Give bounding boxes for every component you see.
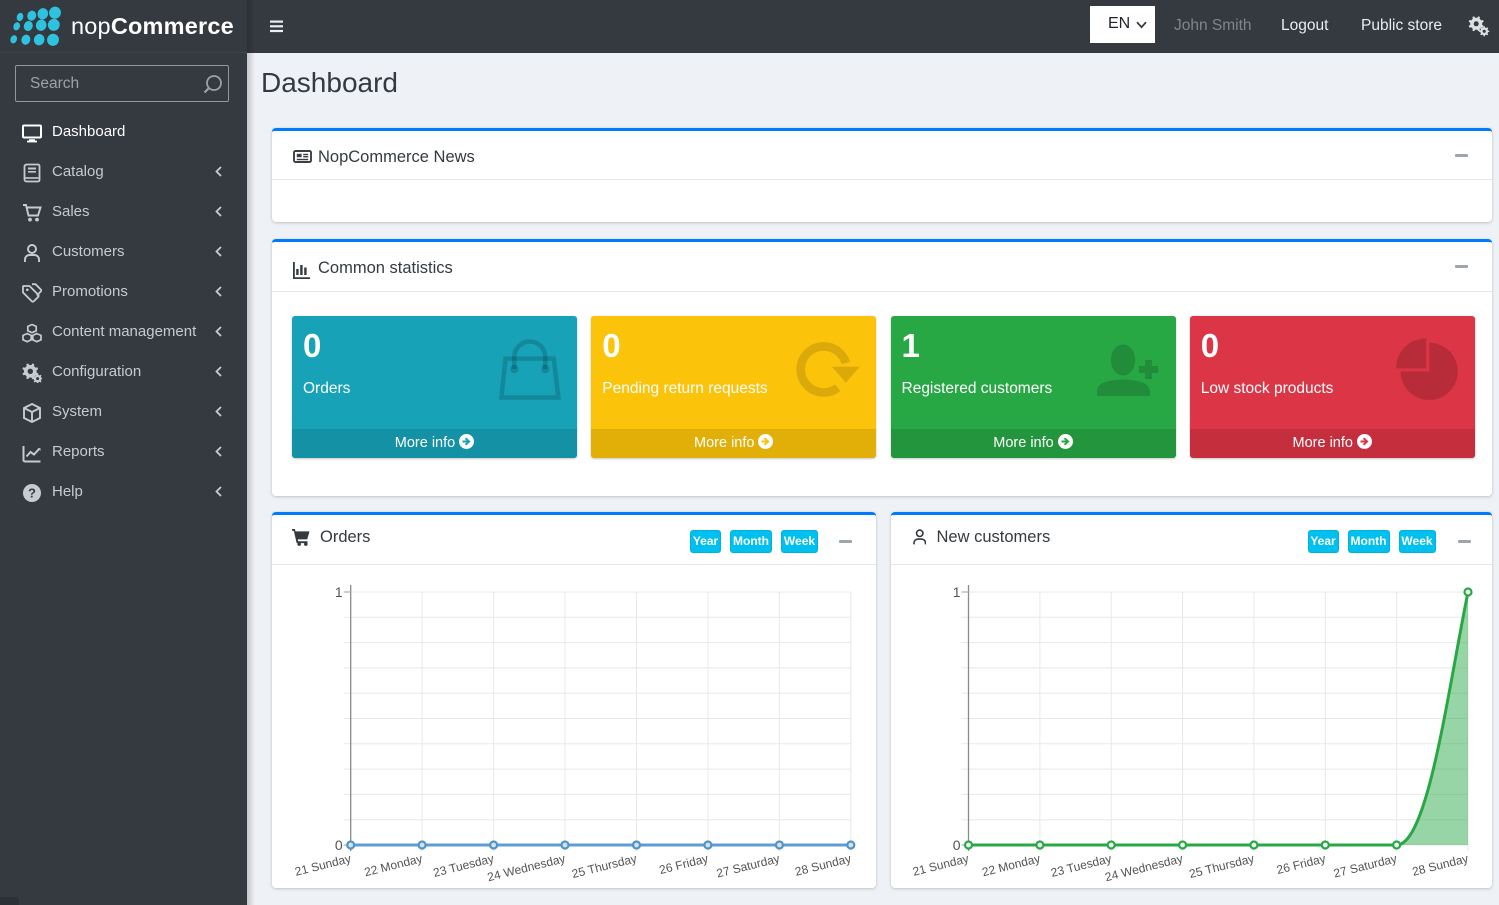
svg-text:27 Saturday: 27 Saturday: [1332, 851, 1398, 880]
svg-text:28 Sunday: 28 Sunday: [1410, 851, 1469, 878]
svg-text:24 Wednesday: 24 Wednesday: [1103, 851, 1184, 884]
svg-text:25 Thursday: 25 Thursday: [570, 851, 638, 881]
svg-text:1: 1: [952, 584, 960, 600]
svg-text:21 Sunday: 21 Sunday: [293, 851, 352, 878]
svg-text:24 Wednesday: 24 Wednesday: [486, 851, 567, 884]
svg-text:25 Thursday: 25 Thursday: [1187, 851, 1255, 881]
svg-text:1: 1: [335, 584, 343, 600]
svg-text:?: ?: [28, 486, 36, 501]
svg-text:0: 0: [952, 837, 960, 853]
svg-text:26 Friday: 26 Friday: [658, 851, 710, 877]
svg-text:26 Friday: 26 Friday: [1275, 851, 1327, 877]
svg-text:22 Monday: 22 Monday: [980, 851, 1041, 879]
svg-text:27 Saturday: 27 Saturday: [715, 851, 781, 880]
svg-text:0: 0: [335, 837, 343, 853]
svg-text:23 Tuesday: 23 Tuesday: [1049, 851, 1113, 880]
svg-text:28 Sunday: 28 Sunday: [793, 851, 852, 878]
svg-text:23 Tuesday: 23 Tuesday: [432, 851, 496, 880]
svg-text:21 Sunday: 21 Sunday: [911, 851, 970, 878]
svg-text:22 Monday: 22 Monday: [363, 851, 424, 879]
